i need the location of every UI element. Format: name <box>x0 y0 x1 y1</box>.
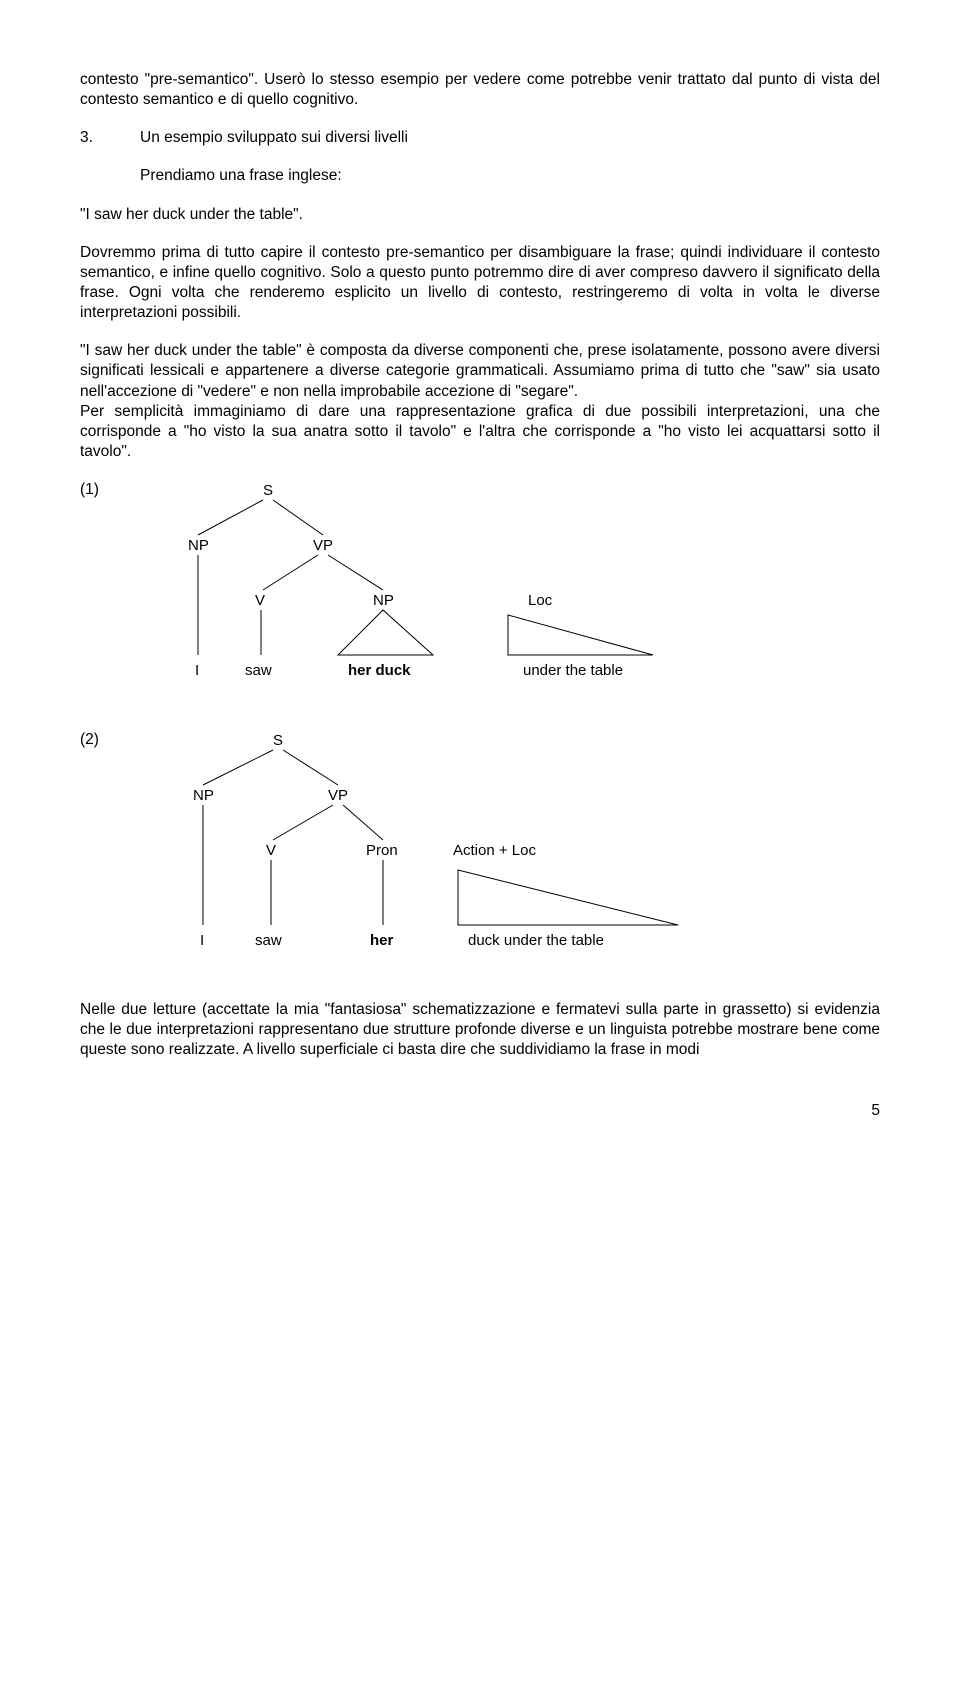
node-v-2: V <box>266 842 276 859</box>
paragraph-3: "I saw her duck under the table" è compo… <box>80 341 880 401</box>
leaf-herduck: her duck <box>348 662 411 679</box>
leaf-i-2: I <box>200 932 204 949</box>
node-loc: Loc <box>528 592 553 609</box>
tree-2-label: (2) <box>80 730 99 750</box>
node-np2: NP <box>373 592 394 609</box>
node-vp: VP <box>313 537 333 554</box>
node-np: NP <box>188 537 209 554</box>
paragraph-2: Dovremmo prima di tutto capire il contes… <box>80 243 880 324</box>
section-heading: 3. Un esempio sviluppato sui diversi liv… <box>80 128 880 148</box>
leaf-duckunder: duck under the table <box>468 932 604 949</box>
frase-intro: Prendiamo una frase inglese: <box>140 166 880 186</box>
node-vp-2: VP <box>328 787 348 804</box>
leaf-saw-2: saw <box>255 932 282 949</box>
intro-paragraph: contesto "pre-semantico". Userò lo stess… <box>80 70 880 110</box>
paragraph-4: Per semplicità immaginiamo di dare una r… <box>80 402 880 462</box>
section-title: Un esempio sviluppato sui diversi livell… <box>140 128 408 148</box>
frase-example: "I saw her duck under the table". <box>80 205 880 225</box>
node-s-2: S <box>273 732 283 749</box>
tree-2-svg: S NP VP V Pron Action + Loc I saw her du… <box>123 730 763 970</box>
tree-2: (2) S NP VP V Pron Action + Loc I saw he… <box>80 730 880 970</box>
tree-1-label: (1) <box>80 480 99 500</box>
leaf-under: under the table <box>523 662 623 679</box>
leaf-i: I <box>195 662 199 679</box>
section-number: 3. <box>80 128 140 148</box>
leaf-saw: saw <box>245 662 272 679</box>
node-s: S <box>263 482 273 499</box>
tree-1-svg: S NP VP V NP Loc I saw her duck under th… <box>123 480 723 700</box>
node-v: V <box>255 592 265 609</box>
node-np-2: NP <box>193 787 214 804</box>
page-number: 5 <box>80 1101 880 1121</box>
tree-1: (1) S NP VP V NP Loc I saw her duck unde… <box>80 480 880 700</box>
paragraph-5: Nelle due letture (accettate la mia "fan… <box>80 1000 880 1060</box>
node-pron: Pron <box>366 842 398 859</box>
leaf-her: her <box>370 932 394 949</box>
node-actionloc: Action + Loc <box>453 842 536 859</box>
